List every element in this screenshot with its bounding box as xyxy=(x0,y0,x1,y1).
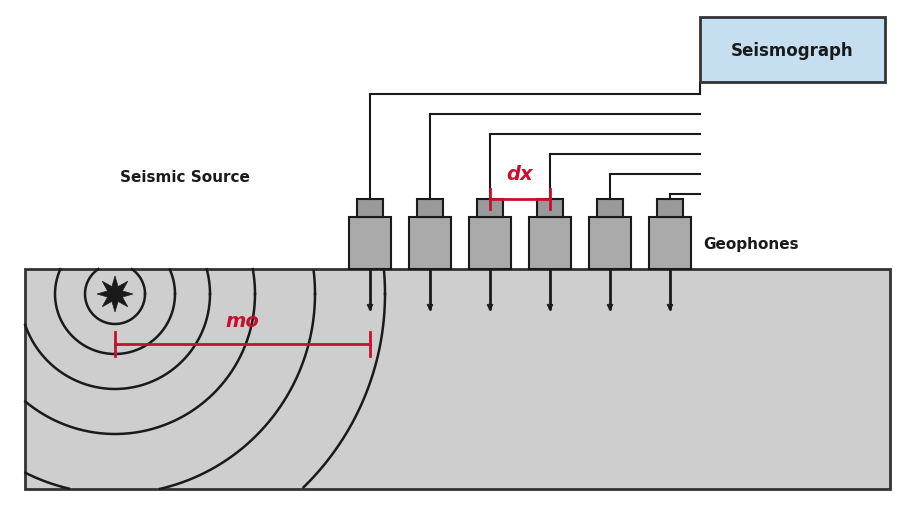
Bar xyxy=(469,218,511,270)
Bar xyxy=(477,199,503,218)
Text: mo: mo xyxy=(226,312,260,330)
Bar xyxy=(409,218,451,270)
Text: Seismic Source: Seismic Source xyxy=(120,170,250,185)
Bar xyxy=(349,218,391,270)
Polygon shape xyxy=(97,276,133,313)
Text: Geophones: Geophones xyxy=(703,236,799,251)
Bar xyxy=(657,199,683,218)
Text: Seismograph: Seismograph xyxy=(732,41,854,60)
Bar xyxy=(25,270,890,489)
Bar xyxy=(529,218,571,270)
Bar xyxy=(417,199,443,218)
Bar xyxy=(649,218,691,270)
Text: dx: dx xyxy=(507,165,533,184)
Bar xyxy=(589,218,631,270)
Bar xyxy=(357,199,383,218)
Bar xyxy=(700,18,885,83)
Bar xyxy=(537,199,563,218)
Bar xyxy=(597,199,623,218)
